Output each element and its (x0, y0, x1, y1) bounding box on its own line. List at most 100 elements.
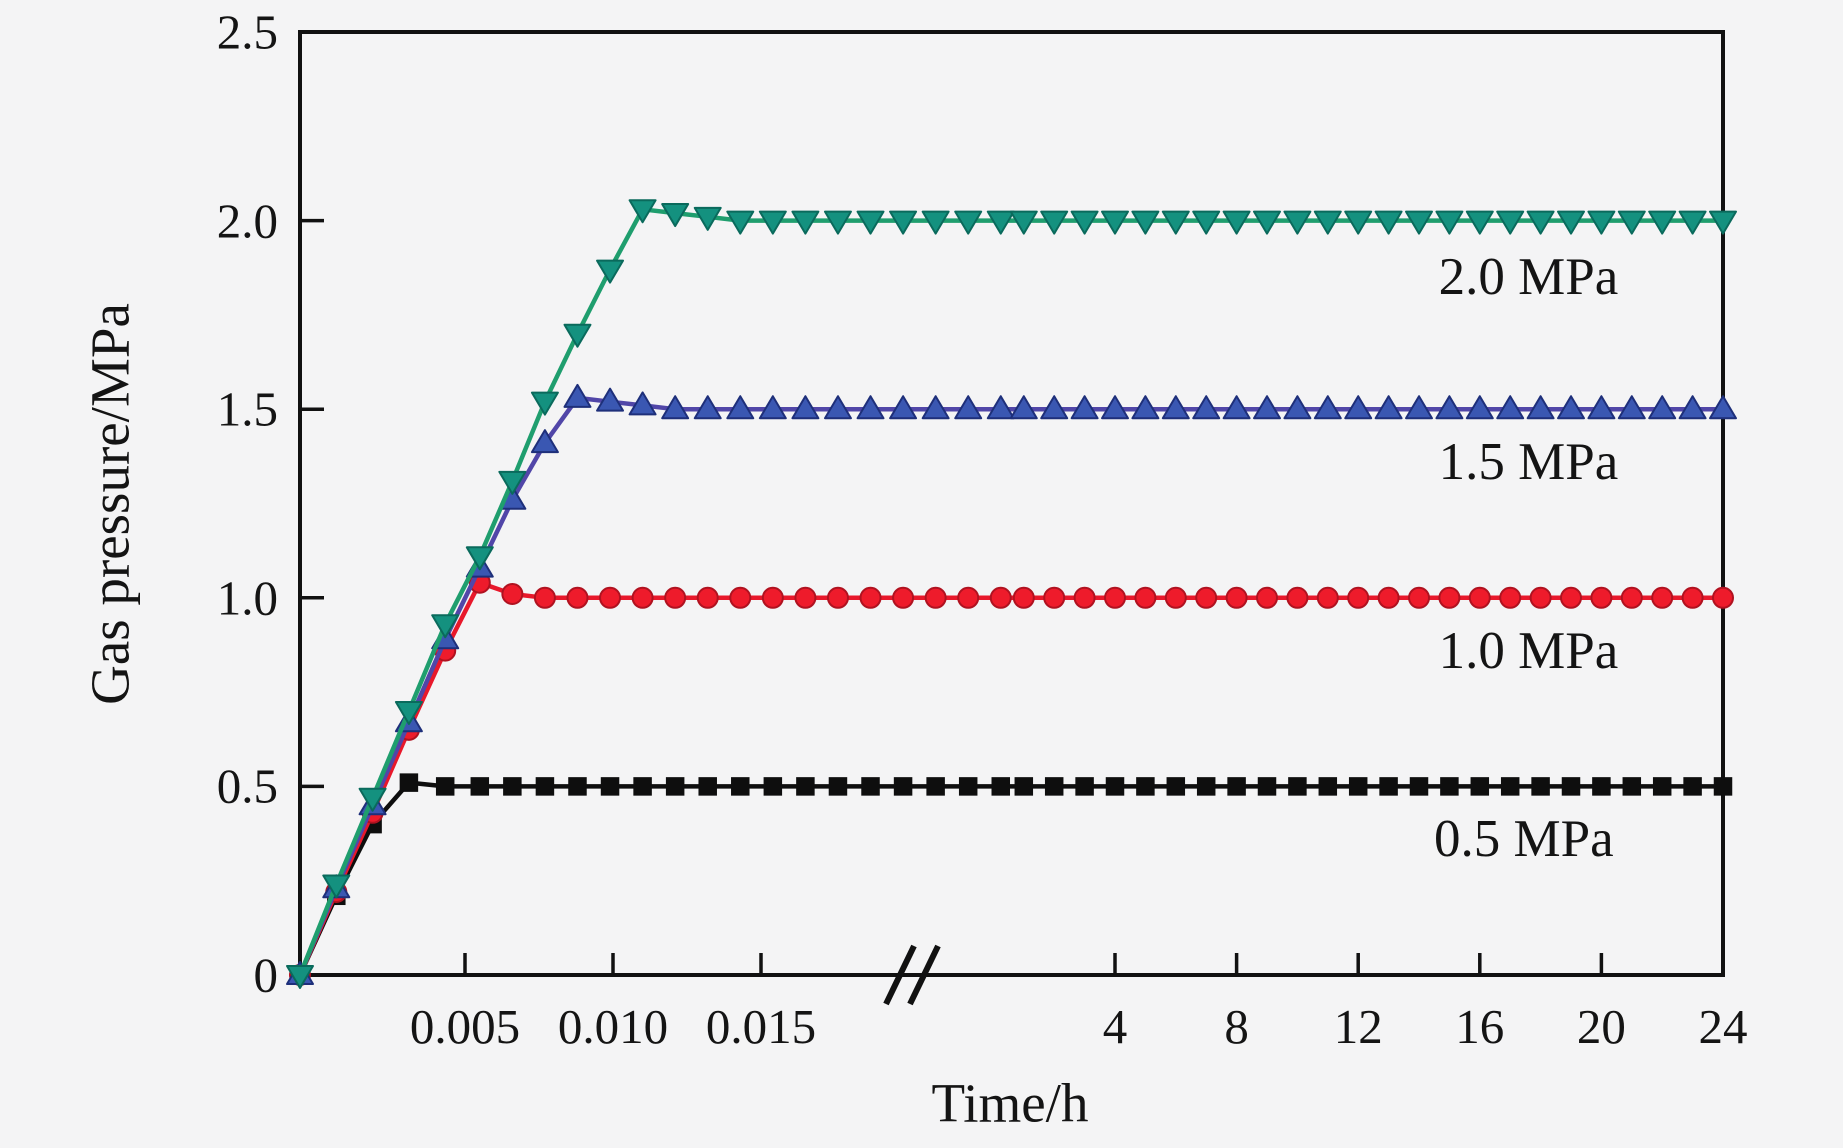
marker-triangle-up (1131, 395, 1160, 420)
axis-break-slash (907, 944, 941, 1006)
marker-triangle-down (889, 210, 918, 235)
marker-triangle-up (1678, 395, 1707, 420)
marker-triangle-down (530, 391, 559, 416)
marker-triangle-down (286, 965, 314, 989)
marker-square (1622, 777, 1642, 796)
marker-triangle-down (1283, 210, 1312, 235)
marker-circle (533, 586, 556, 609)
series-label-1.5mpa: 1.5 MPa (1438, 433, 1619, 491)
marker-triangle-up (791, 395, 820, 420)
marker-triangle-down (954, 210, 983, 235)
marker-square (926, 777, 945, 796)
marker-triangle-down (1557, 210, 1585, 235)
marker-triangle-up (889, 395, 918, 420)
marker-circle (1499, 586, 1522, 609)
marker-square (1348, 777, 1368, 796)
marker-circle (1529, 586, 1552, 609)
marker-square (535, 777, 555, 796)
marker-square (568, 777, 587, 796)
marker-square (1227, 777, 1246, 796)
marker-square (1531, 777, 1550, 796)
plot-frame (298, 30, 1725, 977)
marker-triangle-down (693, 206, 722, 231)
marker-triangle-down (1617, 210, 1646, 235)
marker-circle (1681, 586, 1704, 609)
marker-circle (1012, 586, 1035, 609)
x-tick-label: 24 (1698, 999, 1748, 1054)
marker-square (1409, 777, 1429, 796)
marker-triangle-down (1222, 210, 1251, 235)
marker-triangle-down (1161, 210, 1190, 235)
series-line-1.5MPa (297, 395, 1723, 976)
marker-square (731, 777, 750, 796)
marker-triangle-up (661, 395, 690, 420)
marker-triangle-up (1344, 395, 1373, 420)
marker-circle (1256, 586, 1278, 609)
marker-square (1683, 777, 1702, 796)
series-label-2.0mpa: 2.0 MPa (1438, 248, 1619, 307)
marker-triangle-up (1557, 395, 1585, 420)
marker-square (1075, 777, 1094, 796)
marker-circle (761, 586, 784, 609)
marker-circle (1590, 586, 1613, 609)
marker-triangle-down (1709, 210, 1737, 235)
series-line-1.0MPa (297, 580, 1723, 976)
y-tick-label: 2.0 (216, 193, 278, 249)
marker-triangle-down (661, 203, 690, 228)
marker-circle (924, 586, 947, 609)
marker-triangle-up (1587, 395, 1616, 420)
marker-square (991, 777, 1011, 796)
marker-square (1166, 777, 1186, 796)
marker-triangle-up (823, 395, 852, 420)
marker-triangle-down (1496, 210, 1525, 235)
marker-square (633, 777, 652, 796)
x-tick-label: 0.015 (705, 999, 817, 1054)
marker-triangle-down (596, 259, 625, 284)
marker-triangle-up (628, 391, 657, 416)
marker-triangle-up (954, 395, 983, 420)
marker-square (763, 777, 783, 796)
marker-triangle-up (530, 429, 559, 454)
marker-square (1470, 777, 1490, 796)
marker-circle (664, 586, 687, 609)
series-label-1.0mpa: 1.0 MPa (1438, 621, 1619, 680)
marker-triangle-down (1253, 210, 1281, 235)
marker-triangle-down (1101, 210, 1129, 235)
marker-triangle-up (758, 395, 787, 420)
marker-circle (566, 586, 589, 609)
marker-circle (1620, 586, 1643, 609)
marker-square (1136, 777, 1155, 796)
marker-circle (859, 586, 882, 609)
marker-square (1014, 777, 1034, 796)
series-line-2.0MPa (297, 207, 1723, 976)
marker-square (1044, 777, 1064, 796)
y-tick-label: 0.5 (216, 758, 278, 814)
marker-square (470, 777, 490, 796)
y-tick-label: 0 (253, 947, 279, 1003)
marker-square (1257, 777, 1277, 796)
marker-triangle-up (1222, 395, 1251, 420)
marker-triangle-down (498, 470, 527, 495)
marker-circle (989, 586, 1012, 609)
marker-triangle-up (726, 395, 755, 420)
marker-triangle-up (1405, 395, 1433, 420)
marker-triangle-down (726, 210, 755, 235)
marker-circle (1104, 586, 1126, 609)
marker-triangle-down (1344, 210, 1373, 235)
marker-square (1440, 777, 1459, 796)
marker-square (861, 777, 880, 796)
marker-triangle-up (1253, 395, 1281, 420)
marker-square (796, 777, 815, 796)
marker-circle (1377, 586, 1400, 609)
marker-triangle-down (758, 210, 787, 235)
marker-triangle-up (856, 395, 885, 420)
marker-circle (1225, 586, 1248, 609)
marker-square (1500, 777, 1520, 796)
marker-triangle-down (1374, 210, 1403, 235)
marker-circle (599, 586, 622, 609)
marker-triangle-up (1101, 395, 1129, 420)
marker-square (665, 777, 685, 796)
marker-circle (1134, 586, 1157, 609)
marker-square (1196, 777, 1216, 796)
